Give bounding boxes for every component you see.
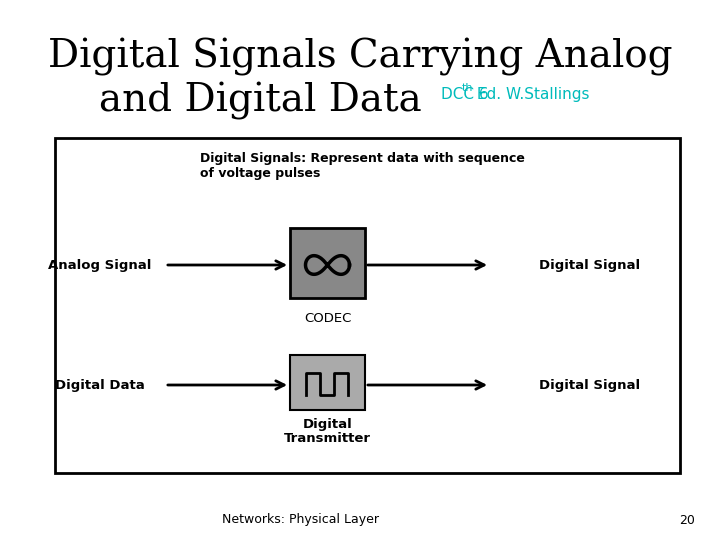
Text: Digital: Digital: [302, 418, 352, 431]
Text: Ed. W.Stallings: Ed. W.Stallings: [472, 87, 590, 102]
Text: Digital Data: Digital Data: [55, 379, 145, 392]
Text: DCC 6: DCC 6: [441, 87, 489, 102]
Text: 20: 20: [679, 514, 695, 526]
Text: Digital Signal: Digital Signal: [539, 379, 641, 392]
Text: CODEC: CODEC: [304, 312, 351, 325]
Text: Transmitter: Transmitter: [284, 432, 371, 445]
Text: and Digital Data: and Digital Data: [99, 82, 421, 120]
Text: Digital Signal: Digital Signal: [539, 259, 641, 272]
Bar: [55, 138, 680, 473]
Text: Digital Signals: Represent data with sequence: Digital Signals: Represent data with seq…: [200, 152, 525, 165]
Bar: [290, 228, 365, 298]
Text: Digital Signals Carrying Analog: Digital Signals Carrying Analog: [48, 38, 672, 76]
Text: th: th: [462, 83, 474, 93]
Text: Networks: Physical Layer: Networks: Physical Layer: [222, 514, 379, 526]
Text: of voltage pulses: of voltage pulses: [200, 167, 320, 180]
Bar: [290, 355, 365, 410]
Text: Analog Signal: Analog Signal: [48, 259, 152, 272]
